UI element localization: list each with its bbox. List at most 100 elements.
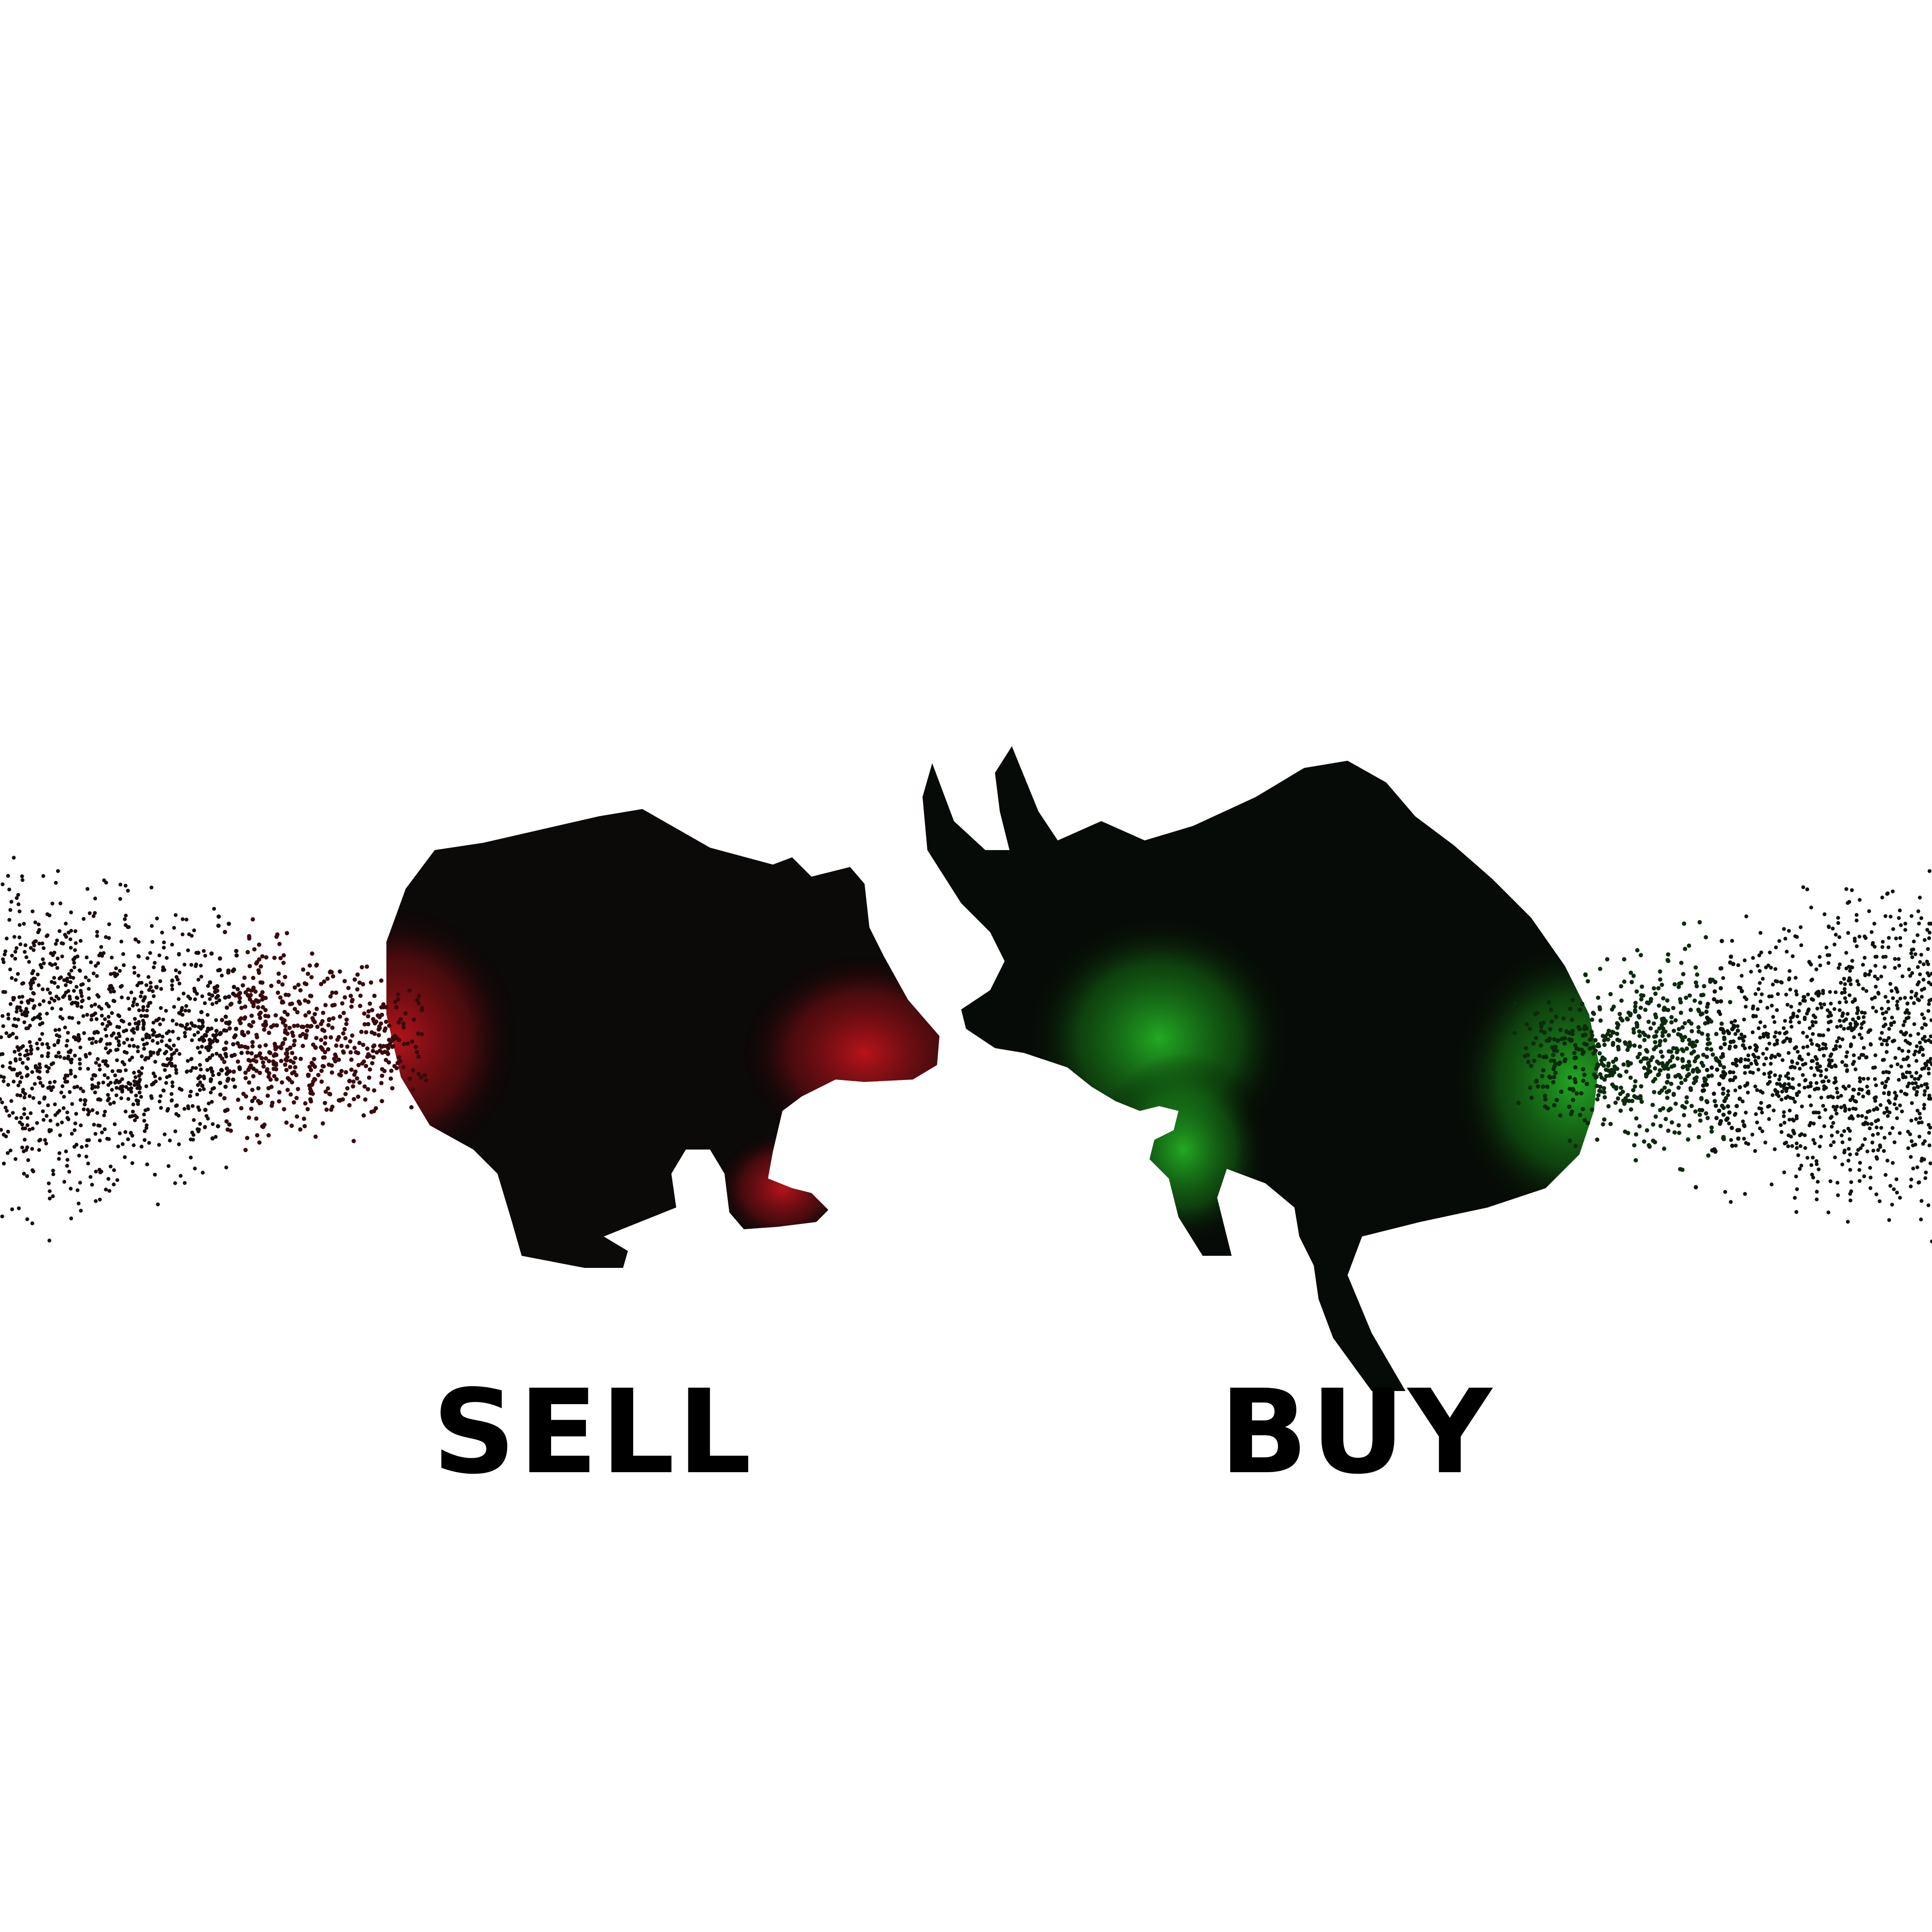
particle-dot <box>1635 1055 1640 1060</box>
particle-dot <box>1756 964 1760 968</box>
particle-dot <box>1897 1046 1901 1051</box>
particle-dot <box>1824 945 1829 950</box>
particle-dot <box>1761 977 1765 981</box>
particle-dot <box>1611 1030 1616 1035</box>
particle-dot <box>231 1077 236 1082</box>
particle-dot <box>257 1140 262 1145</box>
particle-dot <box>284 1058 289 1063</box>
particle-dot <box>1807 1026 1812 1030</box>
particle-dot <box>1819 1095 1823 1100</box>
particle-dot <box>1714 1032 1719 1037</box>
particle-dot <box>100 953 104 958</box>
particle-dot <box>23 1010 27 1014</box>
particle-dot <box>1798 1054 1802 1059</box>
particle-dot <box>391 1044 396 1049</box>
particle-dot <box>32 992 36 996</box>
particle-dot <box>1811 1176 1815 1179</box>
particle-dot <box>1646 1034 1651 1039</box>
particle-dot <box>112 1182 116 1187</box>
particle-dot <box>73 1053 77 1058</box>
particle-dot <box>1906 1015 1911 1020</box>
particle-dot <box>1840 1162 1845 1166</box>
particle-dot <box>1584 1042 1589 1047</box>
particle-dot <box>98 1067 102 1072</box>
particle-dot <box>1561 1016 1566 1021</box>
particle-dot <box>6 1130 10 1134</box>
particle-dot <box>1633 1008 1637 1013</box>
particle-dot <box>48 1119 53 1123</box>
particle-dot <box>114 1079 119 1083</box>
particle-dot <box>1846 1026 1850 1031</box>
particle-dot <box>1523 1046 1528 1051</box>
particle-dot <box>61 941 65 946</box>
particle-dot <box>111 998 115 1003</box>
particle-dot <box>1909 1178 1914 1181</box>
particle-dot <box>1807 960 1811 964</box>
particle-dot <box>74 1112 78 1116</box>
particle-dot <box>153 1060 157 1064</box>
particle-dot <box>341 1049 345 1054</box>
particle-dot <box>1631 973 1636 978</box>
particle-dot <box>1839 1094 1843 1098</box>
particle-dot <box>1840 1133 1844 1137</box>
particle-dot <box>1801 1063 1805 1067</box>
particle-dot <box>1661 996 1666 1001</box>
particle-dot <box>1597 1051 1602 1056</box>
particle-dot <box>1744 997 1748 1001</box>
particle-dot <box>1631 1027 1636 1032</box>
particle-dot <box>26 1057 30 1061</box>
particle-dot <box>104 935 108 939</box>
particle-dot <box>1894 1177 1899 1181</box>
particle-dot <box>1853 937 1857 941</box>
particle-dot <box>1885 1109 1889 1113</box>
particle-dot <box>189 1057 194 1061</box>
particle-dot <box>1913 952 1918 956</box>
particle-dot <box>69 929 73 933</box>
particle-dot <box>379 978 384 983</box>
particle-dot <box>82 1031 86 1035</box>
particle-dot <box>1541 1084 1546 1089</box>
particle-dot <box>1632 1043 1637 1048</box>
particle-dot <box>263 1008 268 1012</box>
particle-dot <box>1569 1037 1574 1042</box>
particle-dot <box>1880 895 1884 900</box>
particle-dot <box>361 982 365 987</box>
particle-dot <box>248 997 252 1002</box>
particle-dot <box>1900 1049 1904 1053</box>
particle-dot <box>1817 1167 1821 1172</box>
particle-dot <box>1606 1104 1611 1108</box>
particle-dot <box>1890 1039 1895 1043</box>
particle-dot <box>184 1004 188 1008</box>
particle-dot <box>1886 1077 1890 1081</box>
particle-dot <box>323 1035 328 1040</box>
particle-dot <box>70 1102 74 1106</box>
particle-dot <box>62 1056 67 1060</box>
particle-dot <box>1602 1117 1606 1122</box>
particle-dot <box>116 1069 120 1073</box>
particle-dot <box>1909 1184 1913 1189</box>
particle-dot <box>223 995 227 1000</box>
particle-dot <box>1581 1067 1586 1072</box>
particle-dot <box>1899 1065 1904 1069</box>
particle-dot <box>257 1070 262 1075</box>
particle-dot <box>1590 1107 1594 1112</box>
particle-dot <box>1774 945 1778 950</box>
particle-dot <box>38 1037 42 1042</box>
particle-dot <box>1782 1114 1786 1118</box>
particle-dot <box>198 1063 202 1067</box>
particle-dot <box>1887 936 1891 940</box>
particle-dot <box>311 1042 315 1047</box>
particle-dot <box>6 1012 11 1017</box>
particle-dot <box>281 1041 285 1046</box>
particle-dot <box>1838 962 1842 966</box>
particle-dot <box>1680 1025 1685 1030</box>
particle-dot <box>90 1182 94 1187</box>
particle-dot <box>1857 935 1861 939</box>
particle-dot <box>1861 1143 1865 1148</box>
particle-dot <box>218 1080 223 1085</box>
particle-dot <box>1664 1090 1669 1094</box>
particle-dot <box>144 1126 149 1130</box>
particle-dot <box>303 1101 308 1106</box>
particle-dot <box>1618 1108 1623 1113</box>
particle-dot <box>20 878 25 882</box>
